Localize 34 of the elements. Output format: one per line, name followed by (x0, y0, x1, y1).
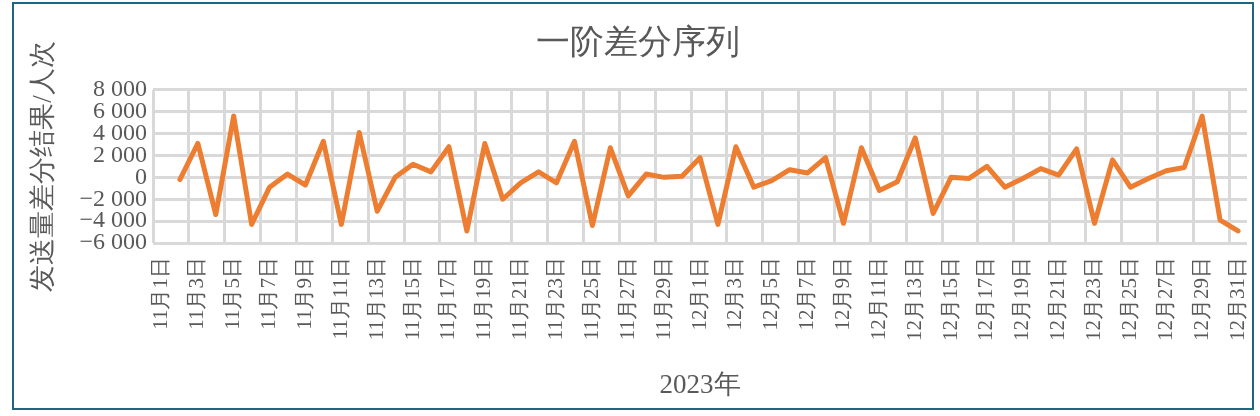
x-tick-label: 12月23日 (1081, 257, 1106, 341)
x-tick-label: 11月15日 (399, 257, 424, 341)
x-tick-label: 12月31日 (1224, 257, 1249, 341)
x-tick-label: 11月27日 (614, 257, 639, 341)
x-tick-label: 12月27日 (1152, 257, 1177, 341)
x-tick-label: 12月1日 (686, 257, 711, 331)
x-tick-label: 12月9日 (829, 257, 854, 331)
x-tick-label: 12月21日 (1045, 257, 1070, 341)
x-tick-label: 12月25日 (1116, 257, 1141, 341)
x-tick-label: 11月17日 (435, 257, 460, 341)
x-tick-label: 11月9日 (291, 257, 316, 330)
x-tick-label: 11月25日 (578, 257, 603, 341)
x-tick-label: 11月3日 (184, 257, 209, 330)
x-tick-label: 11月1日 (148, 257, 173, 330)
x-tick-label: 11月7日 (256, 257, 281, 330)
x-tick-label: 12月13日 (901, 257, 926, 341)
x-axis-title: 2023年 (659, 368, 741, 399)
x-tick-label: 12月11日 (865, 257, 890, 341)
x-tick-label: 11月21日 (507, 257, 532, 341)
x-tick-label: 11月29日 (650, 257, 675, 341)
x-tick-label: 11月13日 (363, 257, 388, 341)
x-tick-label: 12月7日 (794, 257, 819, 331)
x-tick-label: 11月23日 (543, 257, 568, 341)
x-tick-label: 12月17日 (973, 257, 998, 341)
x-tick-label: 12月5日 (758, 257, 783, 331)
x-tick-label: 11月5日 (220, 257, 245, 330)
x-tick-label: 12月29日 (1188, 257, 1213, 341)
x-tick-label: 12月15日 (937, 257, 962, 341)
x-tick-label: 12月19日 (1009, 257, 1034, 341)
y-axis-title: 发送量差分结果/人次 (27, 41, 58, 292)
chart-title: 一阶差分序列 (535, 23, 740, 61)
x-tick-label: 11月11日 (327, 257, 352, 340)
x-tick-label: 11月19日 (471, 257, 496, 341)
x-tick-label: 12月3日 (722, 257, 747, 331)
